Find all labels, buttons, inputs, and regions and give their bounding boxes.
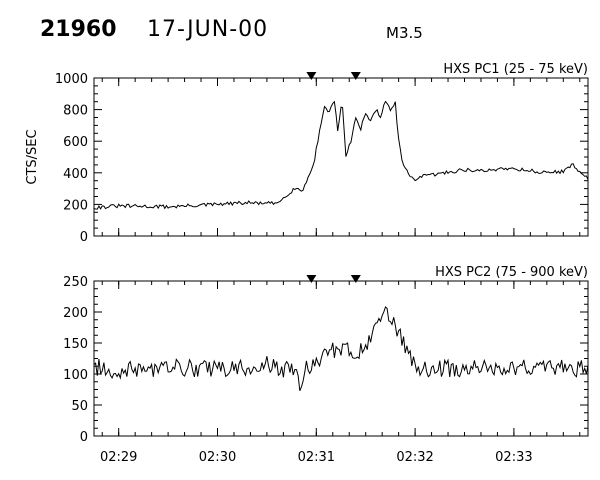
y-tick-label: 100 <box>63 368 88 383</box>
chart-panel-2: 0 50 100 150 200 250 HXS PC2 (75 - 900 keV) 02:… <box>63 265 589 465</box>
y-tick-label: 0 <box>80 230 88 245</box>
series-line <box>93 100 589 210</box>
plot-frame <box>93 77 589 237</box>
event-id: 21960 <box>40 17 117 42</box>
y-tick-label: 200 <box>63 198 88 213</box>
time-marker <box>350 72 361 80</box>
y-tick-label: 250 <box>63 275 88 290</box>
y-tick-label: 200 <box>63 306 88 321</box>
y-tick-label: 0 <box>80 430 88 445</box>
series-label: HXS PC1 (25 - 75 keV) <box>443 62 588 77</box>
series-label: HXS PC2 (75 - 900 keV) <box>435 265 588 280</box>
y-axis-label: CTS/SEC <box>25 129 40 184</box>
plot-frame <box>93 280 589 437</box>
flare-class: M3.5 <box>386 24 423 42</box>
x-tick-label: 02:31 <box>298 450 335 465</box>
y-tick-label: 150 <box>63 337 88 352</box>
chart-panel-1: 0 200 400 600 800 1000 HXS PC1 (25 - 75 keV) CT… <box>25 62 589 245</box>
x-tick-label: 02:33 <box>495 450 532 465</box>
y-tick-label: 600 <box>63 135 88 150</box>
y-tick-label: 50 <box>71 399 88 414</box>
time-marker <box>306 275 317 283</box>
series-line <box>93 306 589 391</box>
x-tick-label: 02:29 <box>100 450 137 465</box>
time-marker <box>350 275 361 283</box>
event-date: 17-JUN-00 <box>147 17 269 42</box>
x-tick-label: 02:30 <box>199 450 236 465</box>
x-tick-label: 02:32 <box>396 450 433 465</box>
time-marker <box>306 72 317 80</box>
plot-header: 21960 17-JUN-00 M3.5 <box>0 0 600 60</box>
y-tick-label: 800 <box>63 104 88 119</box>
y-tick-label: 400 <box>63 167 88 182</box>
y-tick-label: 1000 <box>55 72 88 87</box>
